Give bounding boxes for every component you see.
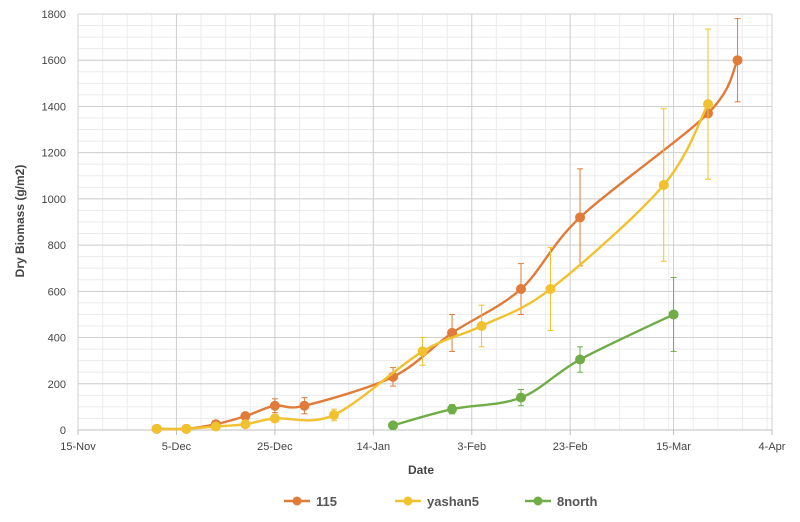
x-tick-label: 25-Dec — [257, 441, 293, 453]
data-point — [515, 284, 526, 295]
data-point — [575, 212, 586, 223]
data-point — [703, 99, 714, 110]
series-layer — [151, 18, 743, 434]
series-yashan5 — [151, 28, 714, 434]
y-tick-label: 600 — [48, 286, 66, 298]
y-tick-label: 1400 — [42, 101, 66, 113]
data-point — [732, 55, 743, 66]
legend-label: 115 — [316, 494, 337, 509]
x-tick-label: 5-Dec — [162, 441, 192, 453]
x-axis-ticks: 15-Nov 5-Dec 25-Dec 14-Jan 3-Feb 23-Feb 15-Mar… — [60, 430, 786, 453]
x-tick-label: 14-Jan — [356, 441, 390, 453]
legend-swatch-marker — [292, 496, 302, 506]
data-point — [515, 392, 526, 403]
x-tick-label: 23-Feb — [553, 441, 588, 453]
data-point — [181, 423, 192, 434]
major-grid — [77, 13, 773, 431]
y-axis-title: Dry Biomass (g/m2) — [13, 165, 27, 278]
legend-swatch-marker — [403, 496, 413, 506]
y-tick-label: 1600 — [42, 55, 66, 67]
data-point — [575, 354, 586, 365]
x-tick-label: 3-Feb — [457, 441, 486, 453]
y-tick-label: 1800 — [42, 9, 66, 21]
y-tick-label: 800 — [48, 240, 66, 252]
data-point — [151, 423, 162, 434]
y-tick-label: 0 — [60, 425, 66, 437]
data-point — [240, 419, 251, 430]
data-point — [269, 413, 280, 424]
y-tick-label: 200 — [48, 379, 66, 391]
x-tick-label: 15-Mar — [656, 441, 691, 453]
data-point — [545, 284, 556, 295]
y-tick-label: 400 — [48, 333, 66, 345]
data-point — [447, 404, 458, 415]
data-point — [668, 309, 679, 320]
x-tick-label: 15-Nov — [60, 441, 96, 453]
series-8north — [388, 276, 679, 431]
y-tick-label: 1000 — [42, 194, 66, 206]
data-point — [328, 409, 339, 420]
data-point — [210, 421, 221, 432]
y-tick-label: 1200 — [42, 148, 66, 160]
x-tick-label: 4-Apr — [759, 441, 786, 453]
y-axis-ticks: 0 200 400 600 800 1000 1200 1400 1600 1800 — [42, 9, 66, 437]
x-axis-title: Date — [408, 463, 434, 477]
series-115 — [151, 18, 743, 434]
legend: 115 yashan5 8north — [284, 494, 598, 509]
legend-label: yashan5 — [427, 494, 479, 509]
legend-label: 8north — [557, 494, 598, 509]
data-point — [417, 346, 428, 357]
data-point — [658, 180, 669, 191]
data-point — [269, 400, 280, 411]
legend-swatch-marker — [533, 496, 543, 506]
data-point — [476, 321, 487, 331]
data-point — [299, 400, 310, 411]
data-point — [388, 420, 399, 431]
